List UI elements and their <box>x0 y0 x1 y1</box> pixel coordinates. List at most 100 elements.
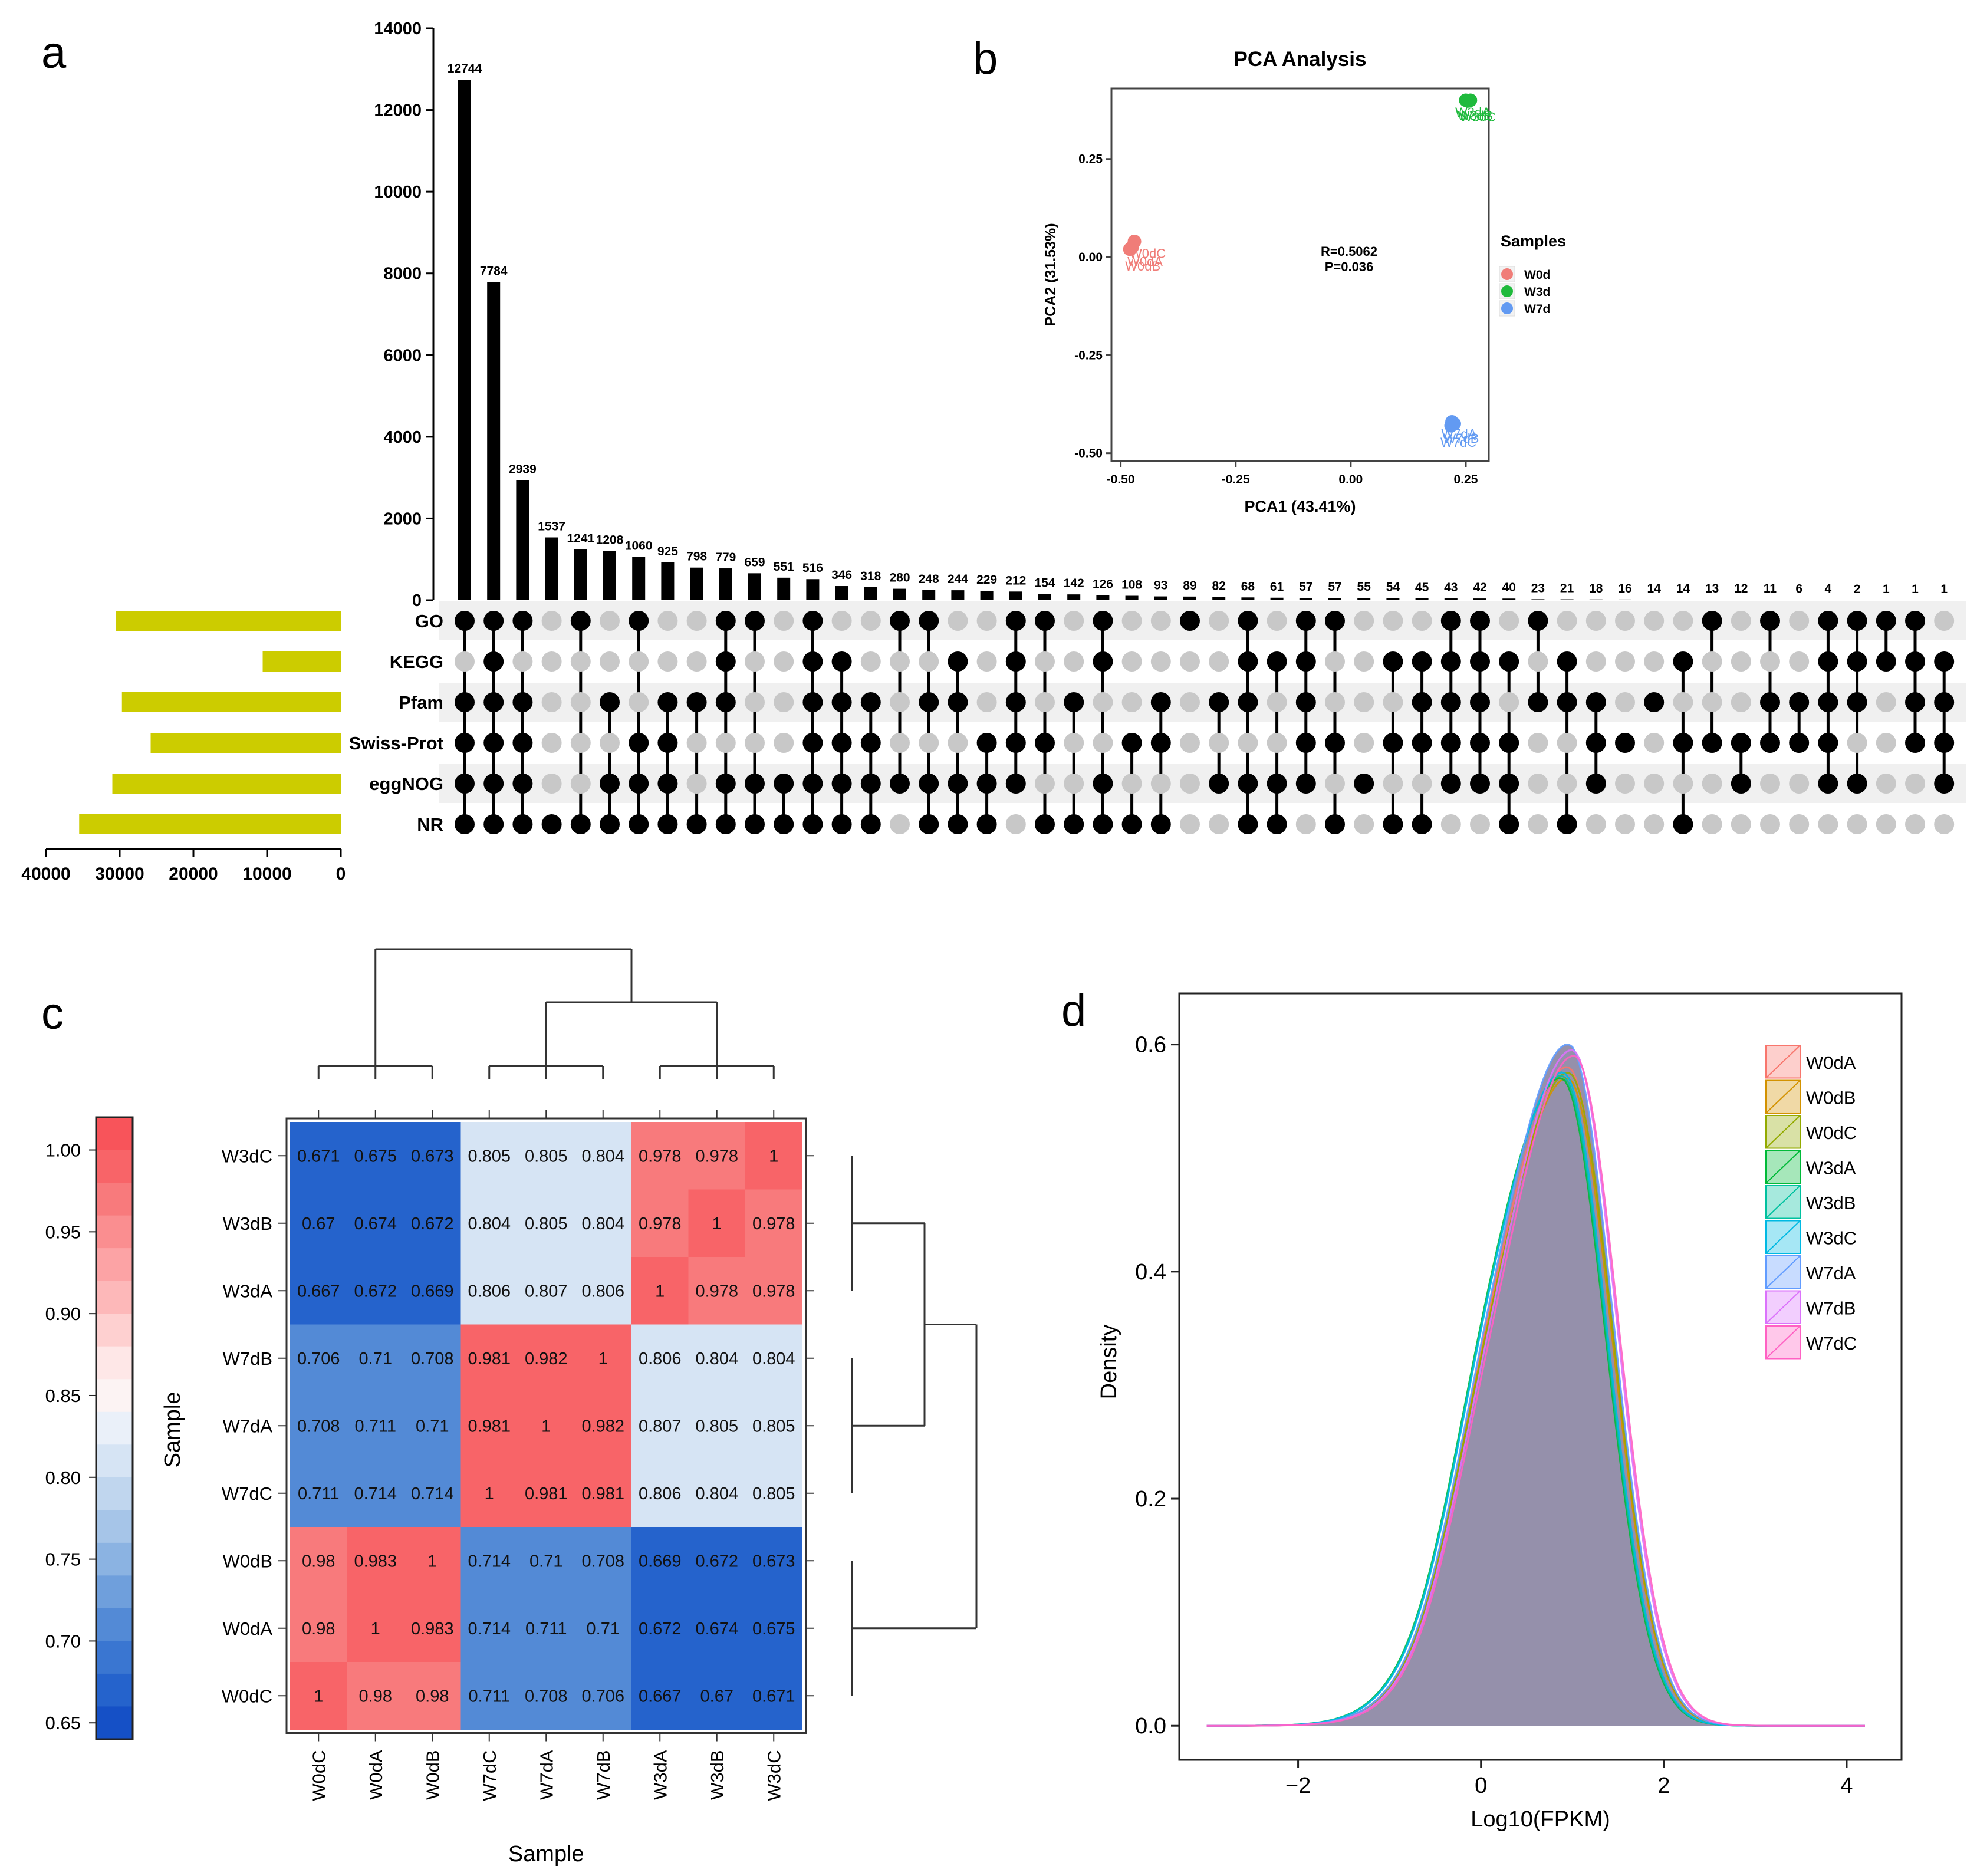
matrix-dot-on <box>715 814 736 834</box>
matrix-dot-off <box>1209 611 1229 631</box>
matrix-dot-on <box>600 814 620 834</box>
heatmap-cell <box>290 1459 347 1528</box>
matrix-dot-off <box>1673 692 1693 712</box>
matrix-dot-off <box>890 814 910 834</box>
pca-y-tick-label: -0.25 <box>1074 348 1103 362</box>
density-x-label: Log10(FPKM) <box>1471 1807 1610 1832</box>
heatmap-cell <box>631 1527 689 1595</box>
matrix-dot-on <box>860 733 881 753</box>
intersection-bar <box>487 282 501 600</box>
matrix-dot-off <box>1238 733 1258 753</box>
y-tick-label: 8000 <box>383 265 422 284</box>
matrix-dot-off <box>600 733 620 753</box>
matrix-dot-off <box>455 651 475 672</box>
colorbar-frame <box>95 1116 134 1740</box>
heatmap-col-label: W7dB <box>593 1750 614 1800</box>
matrix-dot-off <box>1325 651 1345 672</box>
colorbar-tick-label: 0.65 <box>45 1713 81 1733</box>
heatmap-col-label: W3dA <box>650 1750 670 1800</box>
colorbar-tick-label: 0.85 <box>45 1385 81 1406</box>
matrix-dot-off <box>1615 651 1635 672</box>
set-name: GO <box>415 611 443 631</box>
heatmap-col-label: W3dB <box>707 1750 728 1800</box>
heatmap-cell <box>631 1324 689 1393</box>
set-size-bar <box>121 692 341 712</box>
intersection-bar <box>1270 597 1284 600</box>
heatmap-cell-value: 0.983 <box>354 1552 397 1571</box>
matrix-dot-on <box>1847 692 1867 712</box>
heatmap-cell-value: 0.71 <box>587 1620 620 1638</box>
matrix-dot-on <box>657 733 678 753</box>
set-size-bar <box>112 774 341 794</box>
matrix-dot-on <box>629 774 649 794</box>
matrix-dot-on <box>1035 814 1055 834</box>
matrix-dot-on <box>483 814 504 834</box>
matrix-dot-off <box>1499 692 1519 712</box>
heatmap-cell <box>745 1189 802 1258</box>
intersection-value: 21 <box>1560 582 1574 595</box>
heatmap-cell-value: 0.805 <box>695 1417 738 1436</box>
matrix-dot-off <box>1499 611 1519 631</box>
matrix-dot-off <box>1121 774 1142 794</box>
y-tick-label: 10000 <box>374 183 422 202</box>
heatmap-cell-value: 0.978 <box>752 1282 795 1301</box>
heatmap-cell-value: 0.806 <box>468 1282 511 1301</box>
matrix-dot-off <box>1731 692 1751 712</box>
matrix-dot-off <box>1760 651 1780 672</box>
heatmap-cell-value: 0.978 <box>639 1147 682 1166</box>
density-legend-label: W0dA <box>1806 1052 1856 1073</box>
intersection-bar <box>1328 598 1341 600</box>
heatmap-cell-value: 0.981 <box>581 1485 624 1503</box>
matrix-dot-off <box>948 733 968 753</box>
heatmap-cell <box>460 1324 518 1393</box>
matrix-dot-off <box>1789 651 1810 672</box>
colorbar-segment <box>96 1314 133 1347</box>
heatmap-cell-value: 0.804 <box>695 1485 738 1503</box>
intersection-bar <box>661 562 675 600</box>
matrix-dot-on <box>1934 692 1955 712</box>
heatmap-cell-value: 0.708 <box>411 1350 454 1368</box>
heatmap-cell <box>404 1527 461 1595</box>
matrix-dot-off <box>570 774 591 794</box>
colorbar-segment <box>96 1379 133 1413</box>
matrix-dot-on <box>715 774 736 794</box>
intersection-value: 82 <box>1212 579 1226 593</box>
heatmap-cell-value: 0.982 <box>581 1417 624 1436</box>
density-y-tick-label: 0.0 <box>1135 1714 1166 1739</box>
matrix-dot-off <box>890 733 910 753</box>
matrix-dot-off <box>1121 651 1142 672</box>
heatmap-cell <box>290 1662 347 1730</box>
pca-point-label: W7dC <box>1440 435 1476 450</box>
matrix-dot-on <box>919 814 939 834</box>
heatmap-cell-value: 0.67 <box>302 1215 335 1233</box>
heatmap-cell-value: 0.805 <box>525 1147 568 1166</box>
pca-x-tick-label: -0.50 <box>1107 473 1135 486</box>
matrix-dot-off <box>1180 814 1200 834</box>
matrix-dot-off <box>1005 814 1026 834</box>
matrix-dot-on <box>1440 611 1461 631</box>
matrix-dot-on <box>1412 651 1432 672</box>
matrix-dot-on <box>1528 692 1548 712</box>
matrix-dot-on <box>1499 814 1519 834</box>
matrix-dot-on <box>1325 733 1345 753</box>
matrix-dot-on <box>745 611 765 631</box>
matrix-dot-on <box>831 814 852 834</box>
matrix-dot-off <box>1528 814 1548 834</box>
heatmap-cell <box>745 1459 802 1528</box>
density-x-tick-label: −2 <box>1285 1773 1311 1798</box>
pca-legend-title: Samples <box>1501 232 1566 250</box>
matrix-dot-on <box>1673 814 1693 834</box>
matrix-dot-on <box>1702 733 1722 753</box>
heatmap-cell <box>631 1662 689 1730</box>
matrix-dot-on <box>715 692 736 712</box>
pca-point-label: W0dB <box>1125 259 1160 274</box>
intersection-value: 229 <box>976 573 997 587</box>
heatmap-col-label: W0dC <box>308 1750 329 1801</box>
matrix-dot-on <box>1383 651 1403 672</box>
heatmap-cell-value: 0.807 <box>525 1282 568 1301</box>
matrix-dot-off <box>541 774 562 794</box>
matrix-dot-off <box>1325 774 1345 794</box>
heatmap-cell <box>688 1594 746 1663</box>
matrix-dot-off <box>570 692 591 712</box>
intersection-bar <box>893 588 906 600</box>
